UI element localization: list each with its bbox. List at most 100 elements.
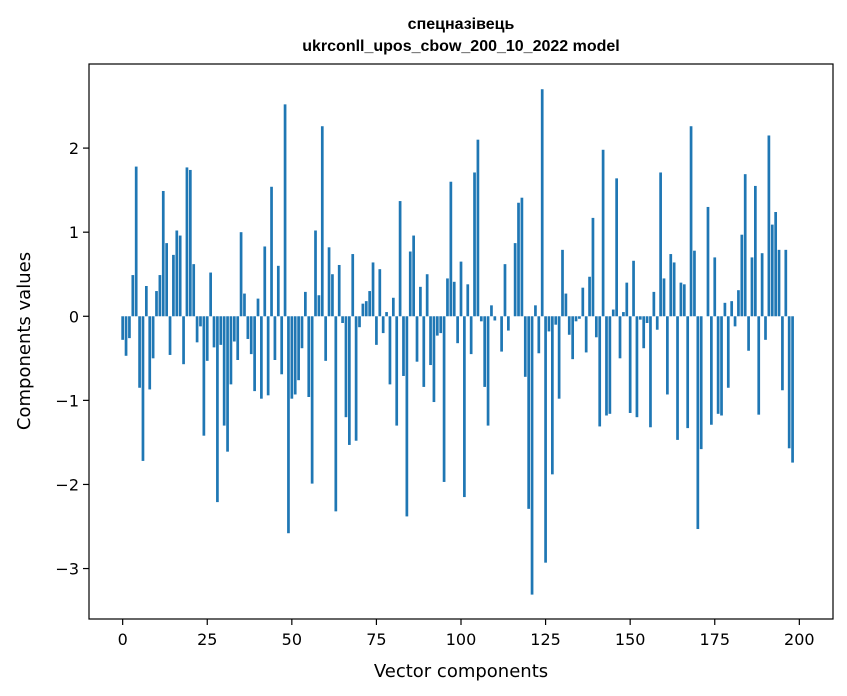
bar [594,316,598,338]
bar [368,291,372,317]
bar [398,201,402,317]
bar [686,316,690,429]
bar [476,139,480,317]
bar [770,224,774,317]
bar [310,316,314,484]
bar [297,316,300,381]
bar [716,316,720,414]
bar [611,309,615,317]
bar [615,178,618,317]
bar [530,316,534,595]
bar [134,166,138,317]
x-tick-label: 50 [282,630,302,649]
bar [229,316,233,385]
bar [439,316,443,334]
bar [385,312,388,317]
bar [232,316,236,342]
bar [287,316,290,534]
bar [151,316,155,359]
bar [534,305,537,317]
bar [364,301,368,317]
bar [266,316,270,396]
bar [256,298,260,317]
bar [676,316,679,440]
bar [571,316,575,360]
y-tick-label: −3 [55,560,79,579]
bar [449,181,453,317]
bar [212,316,216,348]
bar [635,316,639,418]
bar [513,243,517,317]
bar [628,316,632,413]
bar [188,169,192,317]
bar [314,230,317,317]
bar [500,316,503,352]
x-axis-label: Vector components [374,661,548,682]
bar [523,316,527,377]
bar [243,293,246,317]
x-tick-label: 25 [197,630,217,649]
bar [141,316,145,461]
bar [706,206,710,317]
bar [791,316,794,463]
y-tick-label: 2 [69,139,79,158]
bar [517,202,520,317]
bar [601,149,605,317]
bar [375,316,378,345]
bar [540,89,544,317]
y-tick-label: −2 [55,475,79,494]
bar [486,316,490,426]
bar [459,261,463,317]
bar [581,287,585,317]
bar [371,262,375,317]
bar [131,275,135,317]
bar [199,316,202,327]
bar [320,126,324,317]
bar [408,251,412,317]
bar [246,316,250,339]
bar [490,305,493,317]
bar [547,316,551,332]
x-tick-label: 100 [446,630,477,649]
bar [655,316,659,330]
bar [182,316,185,365]
bar [290,316,294,399]
bar [280,316,284,375]
bar [293,316,297,395]
bar [713,257,717,317]
bar [419,286,422,317]
bar [260,316,263,399]
bar [625,282,629,317]
bar [662,278,666,317]
bar [551,316,554,475]
x-tick-label: 0 [118,630,128,649]
bar [219,316,223,345]
bar [341,316,344,323]
bar [574,316,578,322]
bar [273,316,277,360]
bar [452,281,456,317]
bar [175,230,179,317]
bar [391,297,395,317]
bar [236,316,240,360]
y-axis-ticks: −3 −2 −1 0 1 2 [55,139,89,579]
bar [381,316,385,334]
bar [754,185,757,317]
bar [124,316,128,356]
bar [276,265,280,317]
bar [435,316,439,336]
bar [767,135,771,317]
bar [351,254,355,317]
bar [723,302,727,317]
bar [270,186,273,317]
bar [632,260,635,317]
bar [144,286,148,317]
bar [422,316,426,387]
bar [561,249,564,317]
bar [760,253,764,317]
bar [544,316,547,563]
bar [652,291,656,317]
bar [348,316,351,445]
bar [679,282,683,317]
